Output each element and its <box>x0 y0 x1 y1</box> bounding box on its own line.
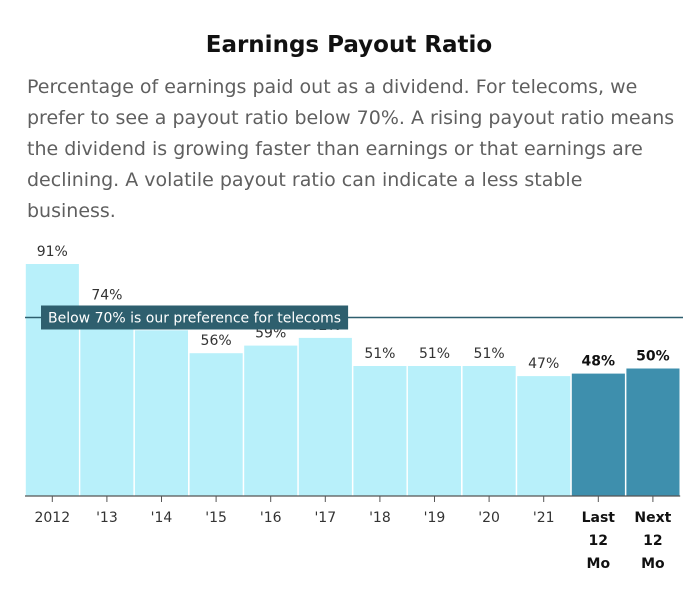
bar-value-label-4: 59% <box>255 326 286 342</box>
bar-value-label-6: 51% <box>364 346 395 362</box>
x-tick-label-0: 2012 <box>34 510 70 526</box>
bar-3 <box>189 353 243 496</box>
bar-8 <box>462 366 516 496</box>
bar-10 <box>571 373 625 496</box>
x-ticks-group <box>51 496 654 502</box>
x-tick-label-2: '14 <box>151 510 173 526</box>
bar-9 <box>517 376 571 496</box>
bar-value-label-3: 56% <box>201 333 232 349</box>
x-tick-label-4: '16 <box>260 510 282 526</box>
reference-label-text: Below 70% is our preference for telecoms <box>48 311 341 327</box>
x-tick-label-9: '21 <box>533 510 555 526</box>
bar-value-label-10: 48% <box>582 354 616 370</box>
bar-1 <box>80 307 134 496</box>
x-tick-label-10: Last 12 Mo <box>582 510 616 572</box>
chart-description: Percentage of earnings paid out as a div… <box>27 76 675 222</box>
bar-value-label-9: 47% <box>528 356 559 372</box>
x-tick-label-7: '19 <box>424 510 446 526</box>
x-tick-label-11: Next 12 Mo <box>634 510 671 572</box>
bar-2 <box>134 330 188 497</box>
x-tick-label-8: '20 <box>478 510 500 526</box>
bar-11 <box>626 368 680 496</box>
bar-value-label-1: 74% <box>91 287 122 303</box>
bar-value-label-8: 51% <box>474 346 505 362</box>
bar-5 <box>298 337 352 496</box>
bar-value-label-11: 50% <box>636 349 670 365</box>
x-tick-label-1: '13 <box>96 510 118 526</box>
bar-7 <box>407 366 461 496</box>
chart-title: Earnings Payout Ratio <box>205 32 493 58</box>
bar-value-label-7: 51% <box>419 346 450 362</box>
x-tick-label-6: '18 <box>369 510 391 526</box>
reference-label-background <box>41 305 349 330</box>
x-tick-label-5: '17 <box>314 510 336 526</box>
bar-labels-group: 91%74%65%56%59%62%51%51%51%47%48%50% <box>37 244 670 372</box>
x-tick-labels-group: 2012 '13 '14 '15 '16 '17 '18 '19 '20 '21 Last 12 Mo N… <box>34 510 671 572</box>
reference-label: Below 70% is our preference for telecoms <box>41 305 349 330</box>
bar-4 <box>244 345 298 496</box>
bar-6 <box>353 366 407 496</box>
bar-value-label-0: 91% <box>37 244 68 260</box>
bar-0 <box>25 264 79 496</box>
x-tick-label-3: '15 <box>205 510 227 526</box>
bars-group <box>25 264 680 497</box>
